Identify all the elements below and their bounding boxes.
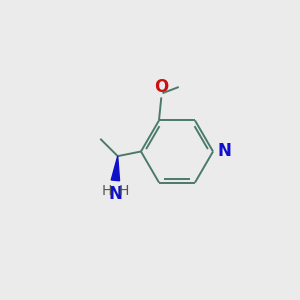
Text: N: N: [217, 142, 231, 160]
Text: H: H: [101, 184, 112, 198]
Polygon shape: [111, 156, 120, 181]
Text: O: O: [154, 78, 168, 96]
Text: H: H: [119, 184, 129, 198]
Text: N: N: [109, 185, 122, 203]
